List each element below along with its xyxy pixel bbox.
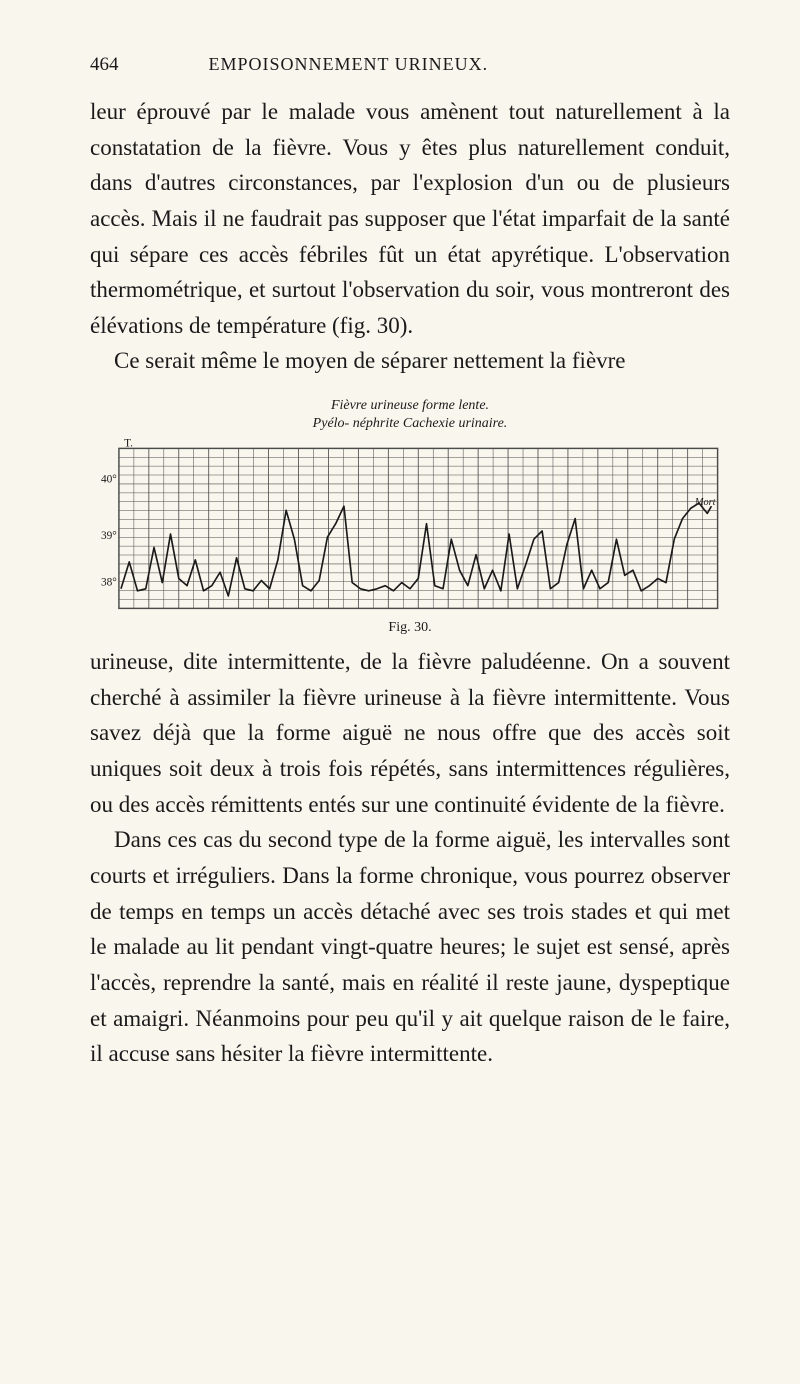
mort-label: Mort [694, 497, 717, 508]
paragraph-4: Dans ces cas du second type de la forme … [90, 822, 730, 1071]
body-text: leur éprouvé par le malade vous amènent … [90, 94, 730, 379]
chart-grid [119, 448, 718, 608]
paragraph-3: urineuse, dite intermittente, de la fièv… [90, 644, 730, 822]
page-number: 464 [90, 54, 119, 76]
temperature-chart: T. 40° 39° 38° Mort [90, 436, 730, 617]
figure-30: Fièvre urineuse forme lente. Pyélo- néph… [90, 397, 730, 636]
figure-title: Fièvre urineuse forme lente. Pyélo- néph… [90, 397, 730, 433]
svg-text:40°: 40° [101, 473, 117, 485]
paragraph-1: leur éprouvé par le malade vous amènent … [90, 94, 730, 343]
svg-text:T.: T. [124, 437, 133, 449]
svg-text:39°: 39° [101, 530, 117, 542]
figure-caption: Fig. 30. [90, 620, 730, 636]
svg-text:38°: 38° [101, 576, 117, 588]
body-text-2: urineuse, dite intermittente, de la fièv… [90, 644, 730, 1072]
page-header: 464 EMPOISONNEMENT URINEUX. [90, 54, 730, 76]
figure-title-line2: Pyélo- néphrite Cachexie urinaire. [313, 416, 508, 431]
document-page: 464 EMPOISONNEMENT URINEUX. leur éprouvé… [0, 0, 800, 1132]
chart-line-series [121, 503, 711, 596]
figure-title-line1: Fièvre urineuse forme lente. [331, 398, 489, 413]
paragraph-2: Ce serait même le moyen de séparer nette… [90, 343, 730, 379]
page-title: EMPOISONNEMENT URINEUX. [209, 54, 489, 75]
